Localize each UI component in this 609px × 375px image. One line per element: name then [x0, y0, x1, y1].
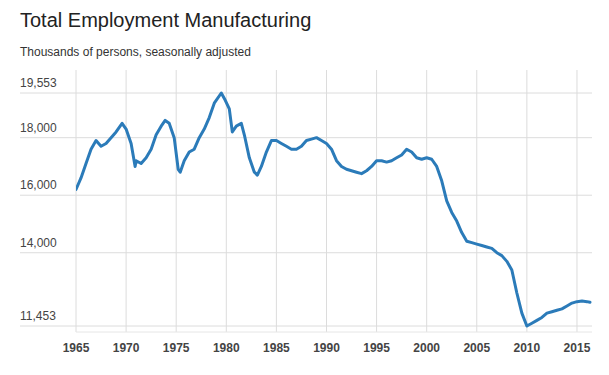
- x-tick-label: 2010: [514, 341, 541, 355]
- grid-line: [376, 70, 377, 332]
- grid-line: [176, 70, 177, 332]
- grid-line: [576, 70, 577, 332]
- grid-line: [20, 195, 592, 196]
- title: Total Employment Manufacturing: [20, 9, 311, 31]
- x-tick-label: 1975: [163, 341, 190, 355]
- grid-line: [20, 93, 592, 94]
- y-tick-label: 11,453: [20, 309, 56, 323]
- grid-line: [326, 70, 327, 332]
- x-tick-label: 1995: [363, 341, 390, 355]
- y-tick-label: 16,000: [20, 178, 57, 192]
- x-tick-label: 2005: [463, 341, 490, 355]
- grid-line: [526, 70, 527, 332]
- x-tick-label: 2015: [564, 341, 591, 355]
- series-line: [76, 93, 590, 326]
- y-tick-label: 18,000: [20, 121, 57, 135]
- grid-line: [20, 137, 592, 138]
- x-tick-label: 1965: [63, 341, 90, 355]
- x-tick-label: 1980: [213, 341, 240, 355]
- y-tick-label: 19,553: [20, 76, 57, 90]
- grid-line: [20, 326, 592, 327]
- grid-line: [276, 70, 277, 332]
- x-axis-line: [76, 332, 592, 333]
- plot-area: [76, 93, 590, 326]
- grid-line: [76, 70, 77, 332]
- grid-line: [126, 70, 127, 332]
- grid-line: [226, 70, 227, 332]
- x-tick-label: 1985: [263, 341, 290, 355]
- chart: Total Employment Manufacturing Thousands …: [0, 0, 609, 375]
- subtitle: Thousands of persons, seasonally adjuste…: [20, 45, 251, 59]
- grid-line: [20, 252, 592, 253]
- x-tick-label: 1990: [313, 341, 340, 355]
- y-tick-label: 14,000: [20, 236, 57, 250]
- x-tick-label: 2000: [413, 341, 440, 355]
- x-tick-label: 1970: [113, 341, 140, 355]
- grid-line: [476, 70, 477, 332]
- grid-line: [426, 70, 427, 332]
